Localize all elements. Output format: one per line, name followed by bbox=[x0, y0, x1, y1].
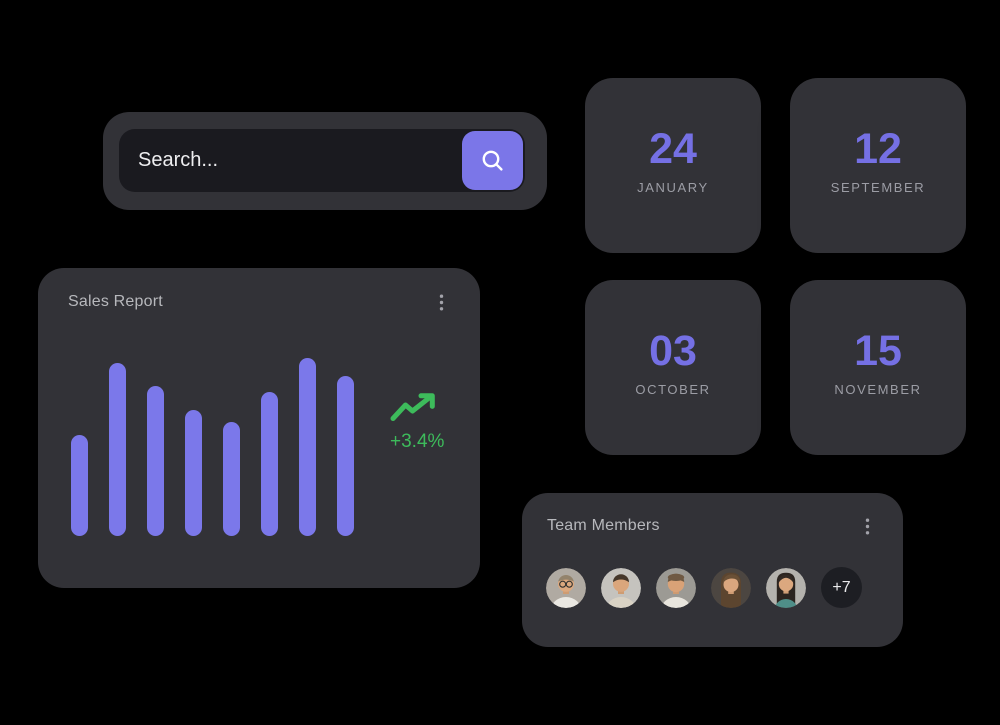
avatar-row: +7 bbox=[546, 567, 862, 608]
chart-bar bbox=[299, 358, 316, 536]
date-card-grid: 24 JANUARY 12 SEPTEMBER 03 OCTOBER 15 NO… bbox=[585, 78, 966, 455]
date-day: 03 bbox=[649, 327, 697, 375]
chart-bar bbox=[337, 376, 354, 536]
trend-value: +3.4% bbox=[390, 431, 445, 452]
magnifier-icon bbox=[482, 150, 503, 171]
date-day: 24 bbox=[649, 125, 697, 173]
chart-bar bbox=[223, 422, 240, 536]
date-month: NOVEMBER bbox=[834, 382, 922, 397]
extra-members-badge[interactable]: +7 bbox=[821, 567, 862, 608]
team-card-header: Team Members bbox=[547, 517, 874, 536]
chart-bar bbox=[109, 363, 126, 536]
chart-bar bbox=[261, 392, 278, 536]
date-card-september[interactable]: 12 SEPTEMBER bbox=[790, 78, 966, 253]
date-card-november[interactable]: 15 NOVEMBER bbox=[790, 280, 966, 455]
avatar-man-short-dark-hair[interactable] bbox=[601, 567, 641, 608]
avatar-woman-long-dark-hair[interactable] bbox=[766, 567, 806, 608]
avatar-man-tousled-brown-hair[interactable] bbox=[656, 567, 696, 608]
sales-card-title: Sales Report bbox=[68, 293, 163, 310]
sales-report-card: Sales Report +3.4% bbox=[38, 268, 480, 588]
avatar-woman-swept-brown-hair[interactable] bbox=[711, 567, 751, 608]
team-members-card: Team Members bbox=[522, 493, 903, 647]
date-month: OCTOBER bbox=[635, 382, 711, 397]
search-field bbox=[119, 129, 525, 192]
date-month: JANUARY bbox=[637, 180, 709, 195]
date-day: 12 bbox=[854, 125, 902, 173]
date-card-october[interactable]: 03 OCTOBER bbox=[585, 280, 761, 455]
search-button[interactable] bbox=[462, 131, 523, 190]
avatar-man-with-glasses[interactable] bbox=[546, 567, 586, 608]
date-card-january[interactable]: 24 JANUARY bbox=[585, 78, 761, 253]
team-menu-button[interactable] bbox=[861, 517, 874, 536]
date-day: 15 bbox=[854, 327, 902, 375]
chart-bar bbox=[185, 410, 202, 536]
chart-bar bbox=[147, 386, 164, 536]
trend-indicator: +3.4% bbox=[390, 393, 444, 453]
kebab-menu-icon bbox=[865, 518, 870, 535]
sales-menu-button[interactable] bbox=[435, 293, 448, 312]
trend-up-icon bbox=[390, 393, 435, 421]
bar-chart bbox=[71, 358, 354, 536]
kebab-menu-icon bbox=[439, 294, 444, 311]
sales-card-header: Sales Report bbox=[68, 293, 448, 312]
search-widget bbox=[103, 112, 547, 210]
date-month: SEPTEMBER bbox=[830, 180, 926, 195]
chart-bar bbox=[71, 435, 88, 536]
search-input[interactable] bbox=[119, 129, 525, 192]
team-card-title: Team Members bbox=[547, 517, 660, 534]
